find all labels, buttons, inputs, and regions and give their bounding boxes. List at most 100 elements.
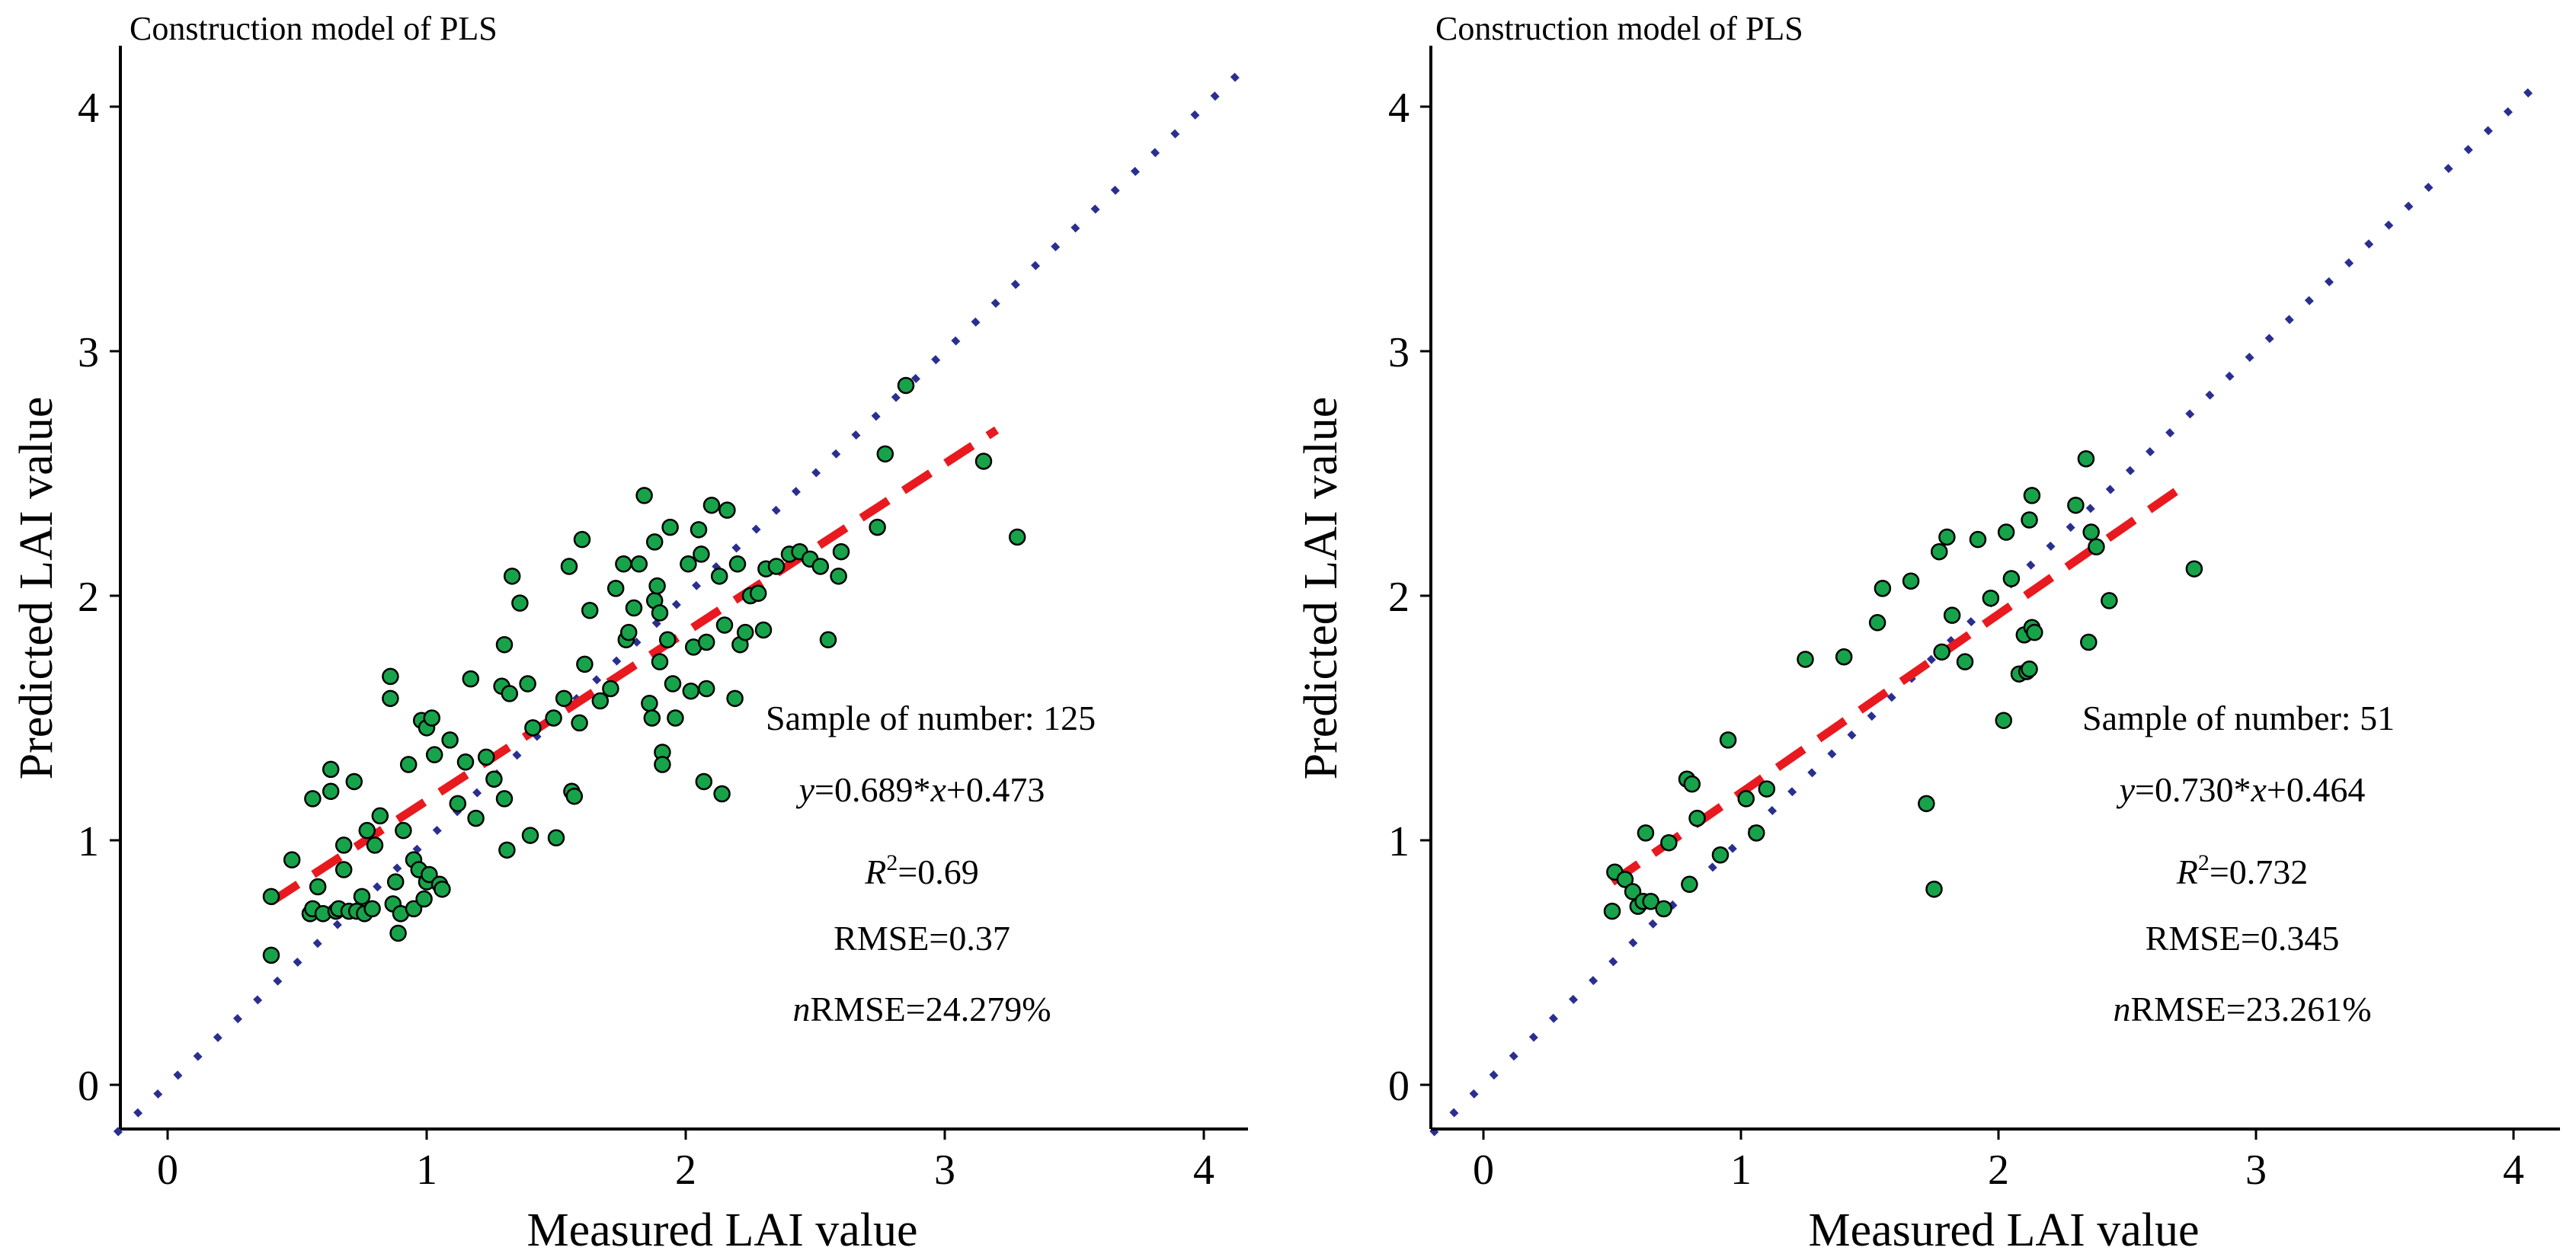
right-data-point bbox=[2080, 633, 2098, 651]
right-data-point bbox=[1719, 731, 1737, 749]
left-data-point bbox=[495, 790, 514, 808]
right-y-tick-label: 1 bbox=[1388, 818, 1410, 865]
right-data-point bbox=[1603, 902, 1621, 920]
left-data-point bbox=[382, 667, 399, 686]
right-data-point bbox=[1683, 775, 1701, 793]
left-data-point bbox=[819, 631, 837, 649]
left-data-point bbox=[736, 623, 754, 641]
right-data-point bbox=[1681, 875, 1698, 894]
left-data-point bbox=[389, 924, 407, 942]
left-data-point bbox=[630, 555, 648, 573]
left-sample-count-label: Sample of number: 125 bbox=[766, 699, 1096, 737]
left-data-point bbox=[441, 731, 459, 749]
left-data-point bbox=[897, 376, 915, 395]
left-data-point bbox=[1008, 528, 1026, 546]
left-data-point bbox=[651, 653, 669, 670]
left-data-point bbox=[547, 829, 565, 847]
left-data-point bbox=[423, 709, 441, 727]
left-data-point bbox=[399, 756, 418, 773]
right-data-point bbox=[1982, 589, 2000, 607]
left-data-point bbox=[262, 888, 280, 906]
right-y-tick-label: 0 bbox=[1388, 1063, 1410, 1110]
left-data-point bbox=[565, 787, 584, 805]
left-data-point bbox=[606, 580, 625, 597]
right-data-point bbox=[2101, 592, 2118, 609]
right-sample-count-label: Sample of number: 51 bbox=[2082, 699, 2395, 737]
left-data-point bbox=[974, 453, 993, 470]
left-x-tick-label: 1 bbox=[416, 1147, 437, 1194]
left-data-point bbox=[555, 689, 573, 708]
left-data-point bbox=[658, 631, 677, 649]
right-data-point bbox=[1642, 893, 1659, 910]
right-data-point bbox=[1995, 712, 2013, 729]
left-data-point bbox=[695, 772, 713, 791]
left-data-point bbox=[767, 558, 786, 575]
right-data-point bbox=[1938, 528, 1956, 546]
left-y-tick-label: 4 bbox=[78, 85, 99, 132]
right-data-point bbox=[1868, 614, 1886, 632]
right-y-tick-label: 2 bbox=[1388, 574, 1410, 621]
right-data-point bbox=[1969, 530, 1987, 549]
left-data-point bbox=[876, 445, 894, 463]
left-data-point bbox=[615, 555, 632, 573]
right-r-squared-label: R2=0.732 bbox=[2176, 850, 2309, 891]
left-data-point bbox=[545, 709, 562, 727]
left-data-point bbox=[571, 714, 588, 732]
right-data-point bbox=[1637, 824, 1655, 842]
left-data-point bbox=[283, 851, 301, 868]
right-x-tick-label: 0 bbox=[1473, 1147, 1494, 1194]
left-data-point bbox=[462, 670, 480, 688]
left-data-point bbox=[749, 584, 767, 603]
left-data-point bbox=[728, 555, 747, 573]
right-one-to-one-line bbox=[1429, 79, 2542, 1137]
left-data-point bbox=[680, 555, 697, 573]
left-data-point bbox=[477, 748, 495, 766]
right-data-point bbox=[2023, 487, 2041, 504]
right-x-tick-label: 3 bbox=[2245, 1147, 2267, 1194]
right-y-tick-label: 4 bbox=[1388, 85, 1410, 132]
left-data-point bbox=[635, 487, 653, 504]
left-data-point bbox=[667, 709, 684, 727]
right-data-point bbox=[1933, 643, 1950, 661]
left-data-point bbox=[262, 946, 280, 964]
left-data-point bbox=[654, 756, 671, 773]
left-data-point bbox=[503, 568, 521, 585]
left-data-point bbox=[718, 501, 736, 519]
left-one-to-one-line bbox=[113, 67, 1246, 1137]
left-data-point bbox=[501, 685, 519, 702]
left-data-point bbox=[521, 827, 539, 844]
left-data-point bbox=[697, 633, 715, 651]
right-data-point bbox=[1797, 651, 1814, 668]
right-data-point bbox=[1918, 795, 1935, 813]
right-data-point bbox=[1925, 880, 1943, 898]
left-nrmse-label: nRMSE=24.279% bbox=[792, 990, 1051, 1028]
left-y-tick-label: 0 bbox=[78, 1063, 99, 1110]
left-data-point bbox=[693, 545, 710, 563]
right-nrmse-label: nRMSE=23.261% bbox=[2113, 990, 2371, 1028]
right-data-point bbox=[1758, 780, 1776, 798]
right-plot-area: 0 1 2 3 4 0 1 2 3 4 bbox=[1388, 46, 2560, 1194]
right-x-tick-label: 2 bbox=[1988, 1147, 2009, 1194]
left-data-point bbox=[573, 530, 591, 549]
left-data-point bbox=[830, 568, 847, 585]
left-data-point bbox=[702, 496, 721, 514]
left-y-tick-label: 3 bbox=[78, 329, 99, 376]
left-data-point bbox=[713, 785, 731, 803]
right-data-point bbox=[1660, 833, 1678, 852]
left-data-point bbox=[434, 880, 451, 898]
right-y-axis-label: Predicted LAI value bbox=[1295, 397, 1347, 780]
left-data-point bbox=[366, 836, 384, 854]
left-data-point bbox=[334, 836, 353, 854]
left-x-tick-label: 3 bbox=[934, 1147, 955, 1194]
right-data-point bbox=[1737, 790, 1755, 808]
left-rmse-label: RMSE=0.37 bbox=[834, 919, 1010, 958]
right-data-point bbox=[1711, 846, 1730, 864]
right-x-tick-label: 1 bbox=[1730, 1147, 1752, 1194]
left-data-point bbox=[560, 558, 578, 575]
right-regression-equation: y=0.730*x+0.464 bbox=[2117, 770, 2366, 809]
right-data-point bbox=[1748, 824, 1765, 842]
left-data-point bbox=[345, 772, 363, 791]
left-data-point bbox=[363, 900, 381, 918]
left-data-point bbox=[304, 790, 322, 808]
left-data-point bbox=[371, 807, 389, 825]
